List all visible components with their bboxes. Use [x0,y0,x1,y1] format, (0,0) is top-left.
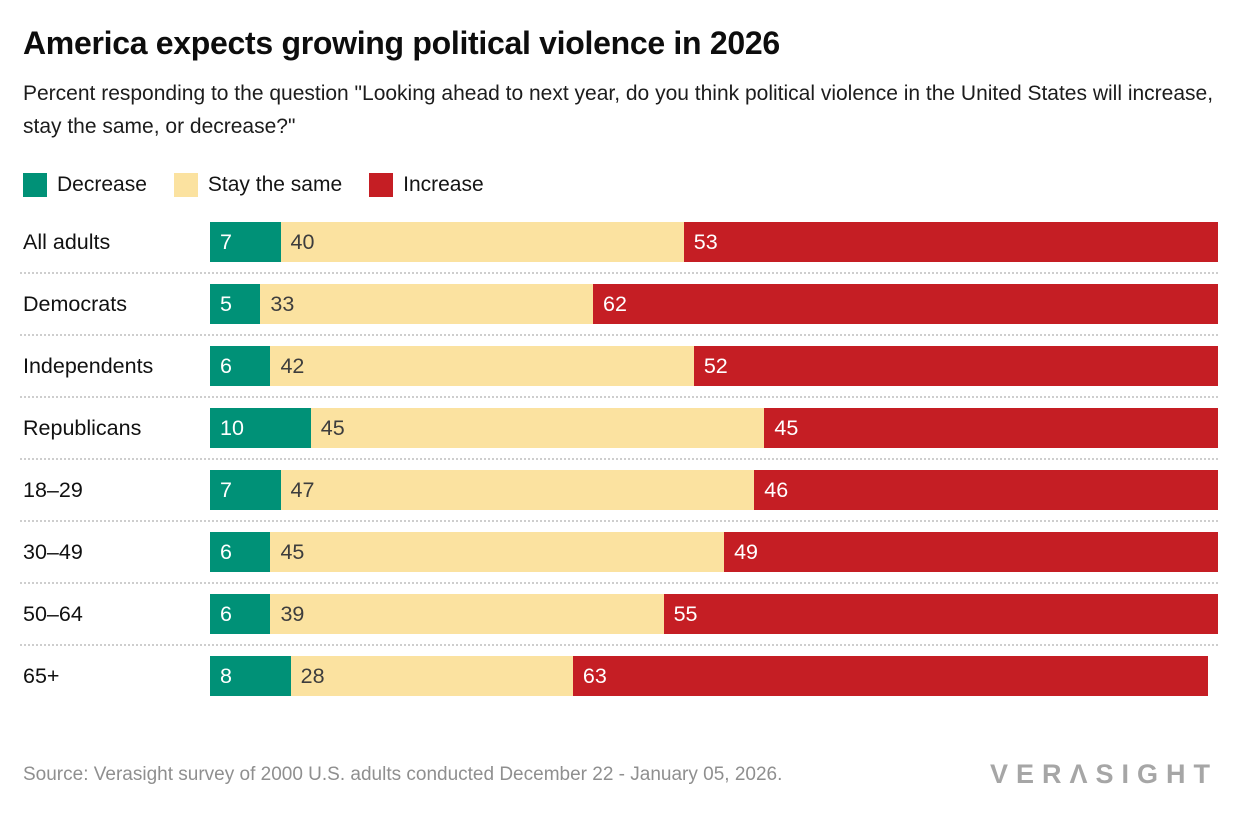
chart-subtitle: Percent responding to the question "Look… [23,82,1214,138]
bar-track: 7 47 46 [210,469,1218,510]
segment-value-label: 7 [220,229,232,254]
bar-segment-decrease: 6 [210,593,271,634]
bar-track: 10 45 45 [210,407,1218,448]
segment-value-label: 45 [280,539,305,564]
page-title: America expects growing political violen… [23,25,780,61]
bar-row: 50–64 6 39 55 [20,593,1218,646]
bar-segment-decrease: 6 [210,531,271,572]
bar-segment-increase: 49 [724,531,1218,572]
bar-segment-increase: 62 [593,283,1218,324]
bar-track: 6 39 55 [210,593,1218,634]
category-label: 18–29 [23,477,83,502]
segment-value-label: 52 [703,353,728,378]
segment-value-label: 6 [220,353,232,378]
bar-segment-decrease: 7 [210,221,281,262]
footer: Source: Verasight survey of 2000 U.S. ad… [23,759,1218,814]
bar-segment-stay-the-same: 39 [270,593,664,634]
category-label: Independents [23,353,154,378]
bar-row: Democrats 5 33 62 [20,283,1218,336]
segment-value-label: 40 [290,229,315,254]
legend-swatch-icon [369,172,394,197]
bar-track: 8 28 63 [210,655,1218,696]
bar-segment-decrease: 6 [210,345,271,386]
legend-item: Stay the same [173,172,343,197]
category-label: 50–64 [23,601,83,626]
segment-value-label: 55 [673,601,698,626]
bar-row: 65+ 8 28 63 [23,655,1218,696]
bar-segment-stay-the-same: 45 [310,407,765,448]
bar-segment-stay-the-same: 47 [280,469,755,510]
bar-segment-increase: 52 [693,345,1218,386]
bar-segment-decrease: 10 [210,407,311,448]
legend-swatch-icon [23,172,47,197]
segment-value-label: 6 [220,539,232,564]
legend-item-label: Stay the same [207,172,343,196]
segment-value-label: 5 [220,291,232,316]
source-note: Source: Verasight survey of 2000 U.S. ad… [23,763,783,785]
bar-segment-decrease: 7 [210,469,281,510]
segment-value-label: 49 [734,539,758,564]
category-label: Democrats [23,291,127,316]
bar-segment-decrease: 8 [210,655,291,696]
bar-segment-decrease: 5 [210,283,261,324]
legend-swatch-icon [173,172,198,197]
segment-value-label: 8 [220,663,232,688]
segment-value-label: 63 [582,663,607,688]
legend-item-label: Increase [403,172,484,196]
bar-track: 7 40 53 [210,221,1218,262]
bar-segment-increase: 46 [754,469,1218,510]
segment-value-label: 45 [320,415,345,440]
segment-value-label: 53 [693,229,718,254]
bar-segment-increase: 63 [572,655,1208,696]
legend-item: Decrease [23,172,147,197]
bar-segment-stay-the-same: 42 [270,345,694,386]
bar-row: Independents 6 42 52 [20,345,1218,398]
bar-segment-stay-the-same: 45 [270,531,725,572]
segment-value-label: 6 [220,601,232,626]
bar-segment-stay-the-same: 33 [260,283,594,324]
bar-segment-stay-the-same: 28 [290,655,573,696]
segment-value-label: 28 [300,663,325,688]
bar-row: 30–49 6 45 49 [20,531,1218,584]
legend: Decrease Stay the same Increase [23,172,1218,197]
stacked-bar-chart: All adults 7 40 53 Democrats 5 33 62 Independent… [20,221,1218,718]
segment-value-label: 39 [280,601,305,626]
bar-track: 6 45 49 [210,531,1218,572]
segment-value-label: 10 [220,415,244,440]
bar-segment-stay-the-same: 40 [280,221,684,262]
bar-track: 6 42 52 [210,345,1218,386]
segment-value-label: 47 [290,477,315,502]
segment-value-label: 42 [280,353,305,378]
bar-segment-increase: 53 [683,221,1218,262]
bar-segment-increase: 55 [663,593,1218,634]
segment-value-label: 62 [603,291,627,316]
bar-row: All adults 7 40 53 [20,221,1218,274]
category-label: Republicans [23,415,142,440]
category-label: All adults [23,229,111,254]
segment-value-label: 46 [764,477,789,502]
verasight-logo: VERΛSIGHT [989,759,1218,789]
segment-value-label: 45 [774,415,799,440]
bar-segment-increase: 45 [764,407,1218,448]
segment-value-label: 7 [220,477,232,502]
bar-track: 5 33 62 [210,283,1218,324]
category-label: 65+ [23,663,60,688]
category-label: 30–49 [23,539,83,564]
bar-row: Republicans 10 45 45 [20,407,1218,460]
segment-value-label: 33 [270,291,295,316]
bar-row: 18–29 7 47 46 [20,469,1218,522]
legend-item-label: Decrease [57,172,147,196]
legend-item: Increase [369,172,484,197]
